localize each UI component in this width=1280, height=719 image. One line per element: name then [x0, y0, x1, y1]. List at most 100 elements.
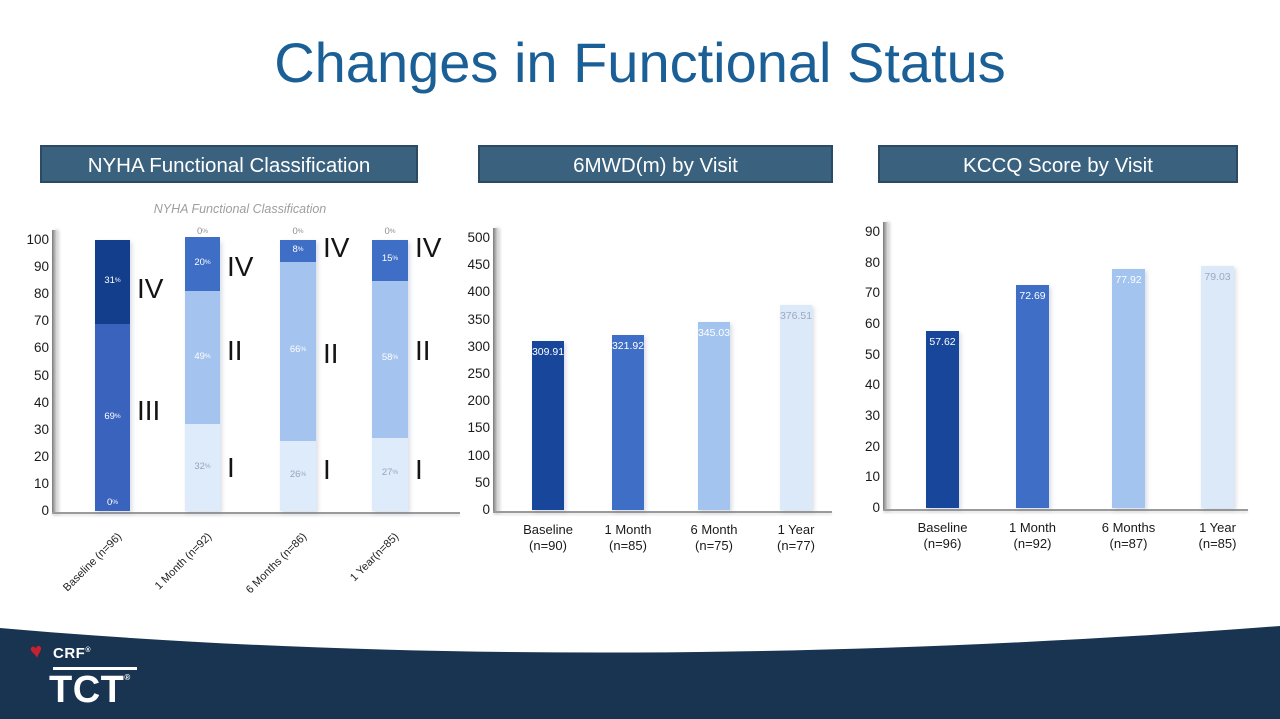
nyha-class-annotation: IV: [323, 232, 350, 264]
segment-percent-label: 26%: [289, 468, 307, 480]
y-tick-label: 70: [33, 313, 49, 329]
crf-logo-text: CRF®: [53, 645, 91, 662]
y-tick-label: 50: [474, 474, 490, 490]
x-axis-line: [52, 512, 460, 514]
bar-value-label: 376.51: [779, 310, 813, 323]
nyha-class-annotation: I: [227, 451, 235, 483]
kccq-bar-chart: 0 10 20 30 40 50 60 70 80 90 57.62 Baseline (n=96) 72…: [858, 220, 1278, 585]
category-label: 6 Months (n=87): [1101, 520, 1156, 551]
y-tick-label: 40: [33, 394, 49, 410]
y-tick-label: 0: [41, 503, 49, 518]
crf-tct-logo: ♥ CRF® TCT®: [28, 639, 137, 711]
y-tick-label: 30: [33, 421, 49, 437]
y-tick-label: 100: [26, 232, 49, 247]
crf-heart-icon: ♥: [28, 639, 45, 664]
y-axis-line: [883, 222, 888, 511]
bar: [698, 322, 730, 510]
y-tick-label: 10: [864, 469, 880, 485]
stacked-bar: 27% 58% 15%: [372, 240, 408, 511]
nyha-class-annotation: II: [227, 335, 243, 367]
bar-value-label: 72.69: [1019, 290, 1046, 303]
nyha-class-annotation: IV: [227, 251, 254, 283]
crf-registered-mark: ®: [85, 647, 91, 654]
bar-segment: [185, 237, 220, 292]
footer-wave: [0, 626, 1280, 719]
bar-segment: [95, 240, 130, 324]
segment-percent-label: 66%: [289, 344, 307, 356]
x-axis-line: [883, 509, 1248, 511]
y-tick-label: 20: [33, 448, 49, 464]
bar: [532, 341, 564, 510]
nyha-chart-subtitle: NYHA Functional Classification: [153, 202, 327, 216]
nyha-class-annotation: II: [323, 337, 339, 369]
y-tick-label: 80: [33, 286, 49, 302]
y-tick-label: 60: [864, 316, 880, 331]
category-label: 1 Year(n=85): [347, 530, 402, 585]
stacked-bar: 69% 31%: [95, 240, 130, 511]
stacked-bar: 32% 49% 20%: [185, 237, 220, 511]
y-tick-label: 50: [33, 367, 49, 383]
category-label: 1 Year (n=77): [777, 522, 815, 553]
tct-registered-mark: ®: [124, 672, 131, 682]
zero-percent-label: 0%: [106, 497, 119, 508]
y-axis-line: [493, 228, 498, 513]
zero-percent-label: 0%: [384, 226, 396, 237]
y-tick-label: 80: [864, 254, 880, 270]
y-tick-label: 200: [467, 393, 490, 409]
y-tick-label: 350: [467, 311, 490, 327]
y-tick-label: 30: [864, 408, 880, 423]
y-tick-label: 10: [33, 475, 49, 491]
bar-segment: [95, 324, 130, 511]
bar-value-label: 309.91: [531, 346, 565, 359]
y-tick-label: 450: [467, 257, 490, 273]
panel-header-6mwd: 6MWD(m) by Visit: [478, 145, 833, 183]
bar-segment: [280, 261, 316, 441]
segment-percent-label: 15%: [381, 253, 399, 265]
y-tick-label: 250: [467, 366, 490, 381]
logo-divider-line: [53, 667, 137, 670]
nyha-class-annotation: II: [415, 335, 431, 367]
bar: [1112, 269, 1145, 508]
bar-segment: [280, 240, 316, 262]
stacked-bar: 26% 66% 8%: [280, 240, 316, 511]
nyha-class-annotation: III: [137, 394, 161, 426]
y-tick-label: 0: [482, 502, 490, 517]
y-axis-line: [52, 230, 57, 514]
bar: [1201, 265, 1234, 508]
category-label: 1 Year(n=85): [1198, 520, 1237, 551]
nyha-class-annotation: I: [415, 454, 423, 486]
category-label: 1 Month (n=85): [604, 522, 652, 553]
segment-percent-label: 58%: [381, 352, 399, 364]
bar-value-label: 345.03: [697, 327, 731, 340]
bar-value-label: 57.62: [929, 336, 956, 349]
y-tick-label: 100: [467, 447, 490, 463]
category-label: 6 Month (n=75): [690, 522, 738, 553]
panel-header-kccq: KCCQ Score by Visit: [878, 145, 1238, 183]
segment-percent-label: 20%: [194, 257, 211, 269]
segment-percent-label: 31%: [104, 275, 121, 286]
bar: [780, 305, 812, 510]
nyha-stacked-bar-chart: NYHA Functional Classification 0 10 20 30 40…: [26, 196, 470, 616]
nyha-class-annotation: IV: [137, 272, 164, 304]
bar: [926, 331, 959, 508]
bar: [612, 334, 644, 510]
bar-segment: [185, 424, 220, 511]
bar-segment: [372, 437, 408, 511]
bar-value-label: 77.92: [1115, 274, 1142, 287]
bar-segment: [280, 440, 316, 511]
y-tick-label: 0: [872, 500, 880, 515]
panel-header-nyha: NYHA Functional Classification: [40, 145, 418, 183]
y-tick-label: 300: [467, 338, 490, 354]
segment-percent-label: 69%: [104, 410, 121, 422]
slide-title: Changes in Functional Status: [274, 31, 1006, 94]
y-tick-label: 400: [467, 284, 490, 300]
category-label: 1 Month (n=92): [152, 530, 214, 593]
bar-segment: [372, 280, 408, 438]
nyha-class-annotation: IV: [415, 232, 442, 264]
category-label: 1 Month (n=92): [1009, 520, 1056, 551]
tct-logo-text: TCT®: [49, 668, 131, 711]
x-axis-line: [493, 511, 832, 513]
segment-percent-label: 49%: [194, 350, 211, 362]
segment-percent-label: 27%: [381, 467, 399, 479]
